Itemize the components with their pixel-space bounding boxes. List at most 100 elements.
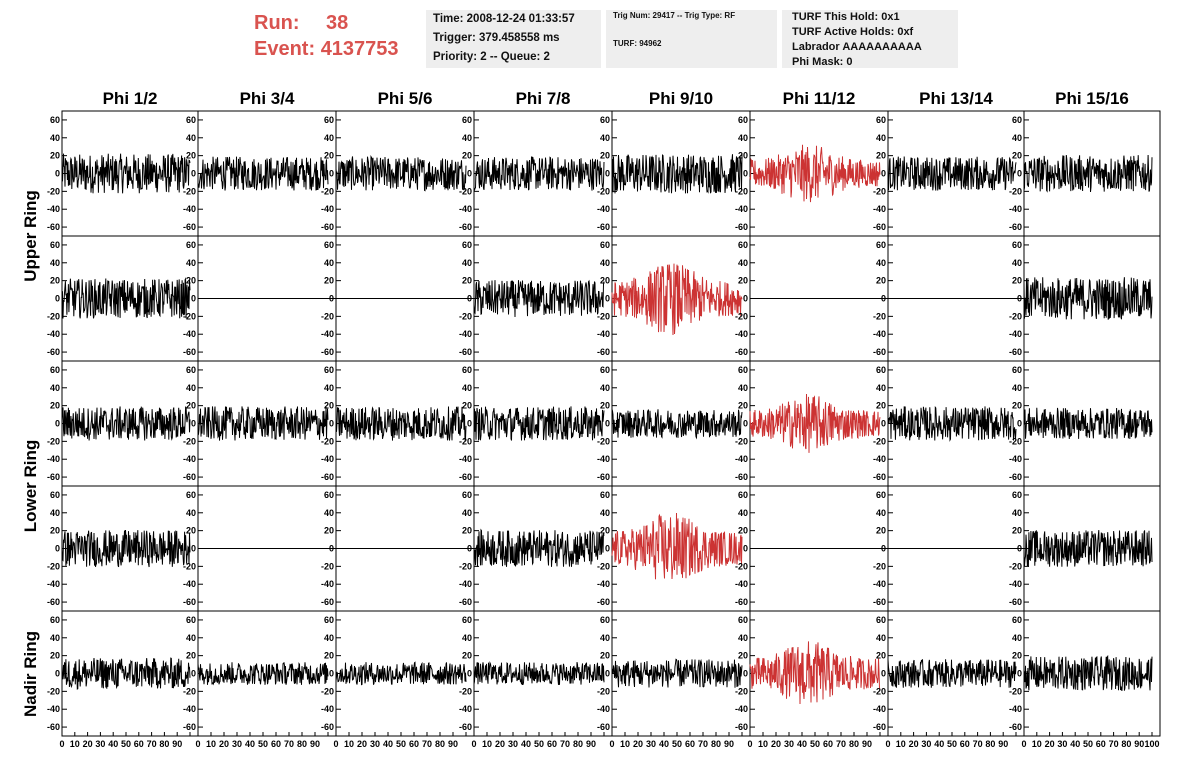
y-tick-label: -40 bbox=[459, 579, 472, 589]
y-tick-label: 40 bbox=[738, 383, 748, 393]
y-tick-label: 0 bbox=[1017, 294, 1022, 304]
y-tick-label: 0 bbox=[55, 169, 60, 179]
x-tick-label: 20 bbox=[219, 739, 229, 749]
y-tick-label: 60 bbox=[876, 490, 886, 500]
y-tick-label: -40 bbox=[1009, 204, 1022, 214]
y-tick-label: 0 bbox=[329, 419, 334, 429]
y-tick-label: 20 bbox=[876, 151, 886, 161]
x-tick-label: 40 bbox=[1070, 739, 1080, 749]
y-tick-label: 40 bbox=[600, 633, 610, 643]
y-tick-label: -20 bbox=[873, 311, 886, 321]
y-tick-label: -20 bbox=[735, 561, 748, 571]
waveform-trace bbox=[611, 154, 743, 194]
waveform-trace bbox=[1023, 530, 1153, 567]
x-tick-label: 0 bbox=[195, 739, 200, 749]
y-tick-label: 20 bbox=[600, 401, 610, 411]
x-tick-label: 60 bbox=[271, 739, 281, 749]
y-tick-label: -40 bbox=[47, 454, 60, 464]
y-tick-label: -20 bbox=[1009, 561, 1022, 571]
y-tick-label: 20 bbox=[462, 401, 472, 411]
y-tick-label: 20 bbox=[600, 651, 610, 661]
y-tick-label: 60 bbox=[738, 365, 748, 375]
y-tick-label: 60 bbox=[876, 115, 886, 125]
y-tick-label: -40 bbox=[873, 579, 886, 589]
y-tick-label: -60 bbox=[321, 472, 334, 482]
x-tick-label: 10 bbox=[70, 739, 80, 749]
y-tick-label: -40 bbox=[597, 579, 610, 589]
y-tick-label: 40 bbox=[1012, 508, 1022, 518]
turf-hold-info-box: TURF This Hold: 0x1 TURF Active Holds: 0… bbox=[782, 10, 958, 68]
priority-line: Priority: 2 -- Queue: 2 bbox=[433, 51, 550, 63]
y-tick-label: 20 bbox=[324, 651, 334, 661]
y-tick-label: 60 bbox=[462, 365, 472, 375]
y-tick-label: 20 bbox=[876, 651, 886, 661]
phi-mask-line: Phi Mask: 0 bbox=[792, 56, 853, 68]
x-tick-label: 70 bbox=[560, 739, 570, 749]
y-tick-label: 60 bbox=[50, 615, 60, 625]
waveform-trace bbox=[1023, 654, 1153, 691]
x-tick-label: 10 bbox=[344, 739, 354, 749]
y-tick-label: 20 bbox=[1012, 526, 1022, 536]
waveform-trace bbox=[61, 657, 191, 690]
y-tick-label: 60 bbox=[186, 365, 196, 375]
x-tick-label: 60 bbox=[685, 739, 695, 749]
x-tick-label: 60 bbox=[547, 739, 557, 749]
y-tick-label: 60 bbox=[738, 115, 748, 125]
y-tick-label: 40 bbox=[876, 133, 886, 143]
y-tick-label: 40 bbox=[324, 258, 334, 268]
x-tick-label: 30 bbox=[370, 739, 380, 749]
y-tick-label: -20 bbox=[873, 436, 886, 446]
waveform-trace bbox=[61, 277, 191, 319]
x-tick-label: 20 bbox=[909, 739, 919, 749]
turf-line: TURF: 94962 bbox=[613, 39, 662, 48]
y-tick-label: -40 bbox=[873, 329, 886, 339]
y-tick-label: -40 bbox=[873, 454, 886, 464]
y-tick-label: -40 bbox=[459, 704, 472, 714]
x-tick-label: 90 bbox=[310, 739, 320, 749]
trig-num-info-box: Trig Num: 29417 -- Trig Type: RF TURF: 9… bbox=[606, 10, 777, 68]
y-tick-label: 20 bbox=[1012, 651, 1022, 661]
y-tick-label: 60 bbox=[738, 615, 748, 625]
y-tick-label: -60 bbox=[183, 597, 196, 607]
y-tick-label: -60 bbox=[183, 347, 196, 357]
y-tick-label: 20 bbox=[50, 276, 60, 286]
y-tick-label: 60 bbox=[1012, 240, 1022, 250]
y-tick-label: -60 bbox=[1009, 722, 1022, 732]
y-tick-label: -60 bbox=[1009, 472, 1022, 482]
y-tick-label: 20 bbox=[876, 526, 886, 536]
y-tick-label: 40 bbox=[50, 258, 60, 268]
y-tick-label: -60 bbox=[459, 222, 472, 232]
y-tick-label: 0 bbox=[467, 419, 472, 429]
y-tick-label: 40 bbox=[600, 508, 610, 518]
x-tick-label: 60 bbox=[1096, 739, 1106, 749]
y-tick-label: -60 bbox=[735, 597, 748, 607]
waveform-trace bbox=[1023, 407, 1153, 440]
y-tick-label: 0 bbox=[881, 419, 886, 429]
y-tick-label: 0 bbox=[191, 419, 196, 429]
y-tick-label: 20 bbox=[738, 151, 748, 161]
x-tick-label: 60 bbox=[134, 739, 144, 749]
y-tick-label: 0 bbox=[329, 294, 334, 304]
y-tick-label: -60 bbox=[459, 597, 472, 607]
x-tick-label: 20 bbox=[633, 739, 643, 749]
waveform-trace bbox=[61, 405, 191, 441]
x-tick-label: 50 bbox=[534, 739, 544, 749]
y-tick-label: 60 bbox=[50, 490, 60, 500]
y-tick-label: -20 bbox=[873, 686, 886, 696]
y-tick-label: -60 bbox=[735, 722, 748, 732]
x-tick-label: 70 bbox=[698, 739, 708, 749]
run-label: Run: bbox=[254, 12, 300, 34]
y-tick-label: 60 bbox=[876, 365, 886, 375]
y-tick-label: 0 bbox=[467, 544, 472, 554]
y-tick-label: -40 bbox=[321, 704, 334, 714]
y-tick-label: 20 bbox=[600, 526, 610, 536]
y-tick-label: 0 bbox=[191, 169, 196, 179]
x-tick-label: 80 bbox=[711, 739, 721, 749]
trigger-line: Trigger: 379.458558 ms bbox=[433, 32, 560, 44]
y-tick-label: 0 bbox=[1017, 169, 1022, 179]
waveform-trace bbox=[611, 409, 743, 440]
x-tick-label: 100 bbox=[1144, 739, 1159, 749]
y-tick-label: 40 bbox=[324, 383, 334, 393]
x-tick-label: 80 bbox=[435, 739, 445, 749]
